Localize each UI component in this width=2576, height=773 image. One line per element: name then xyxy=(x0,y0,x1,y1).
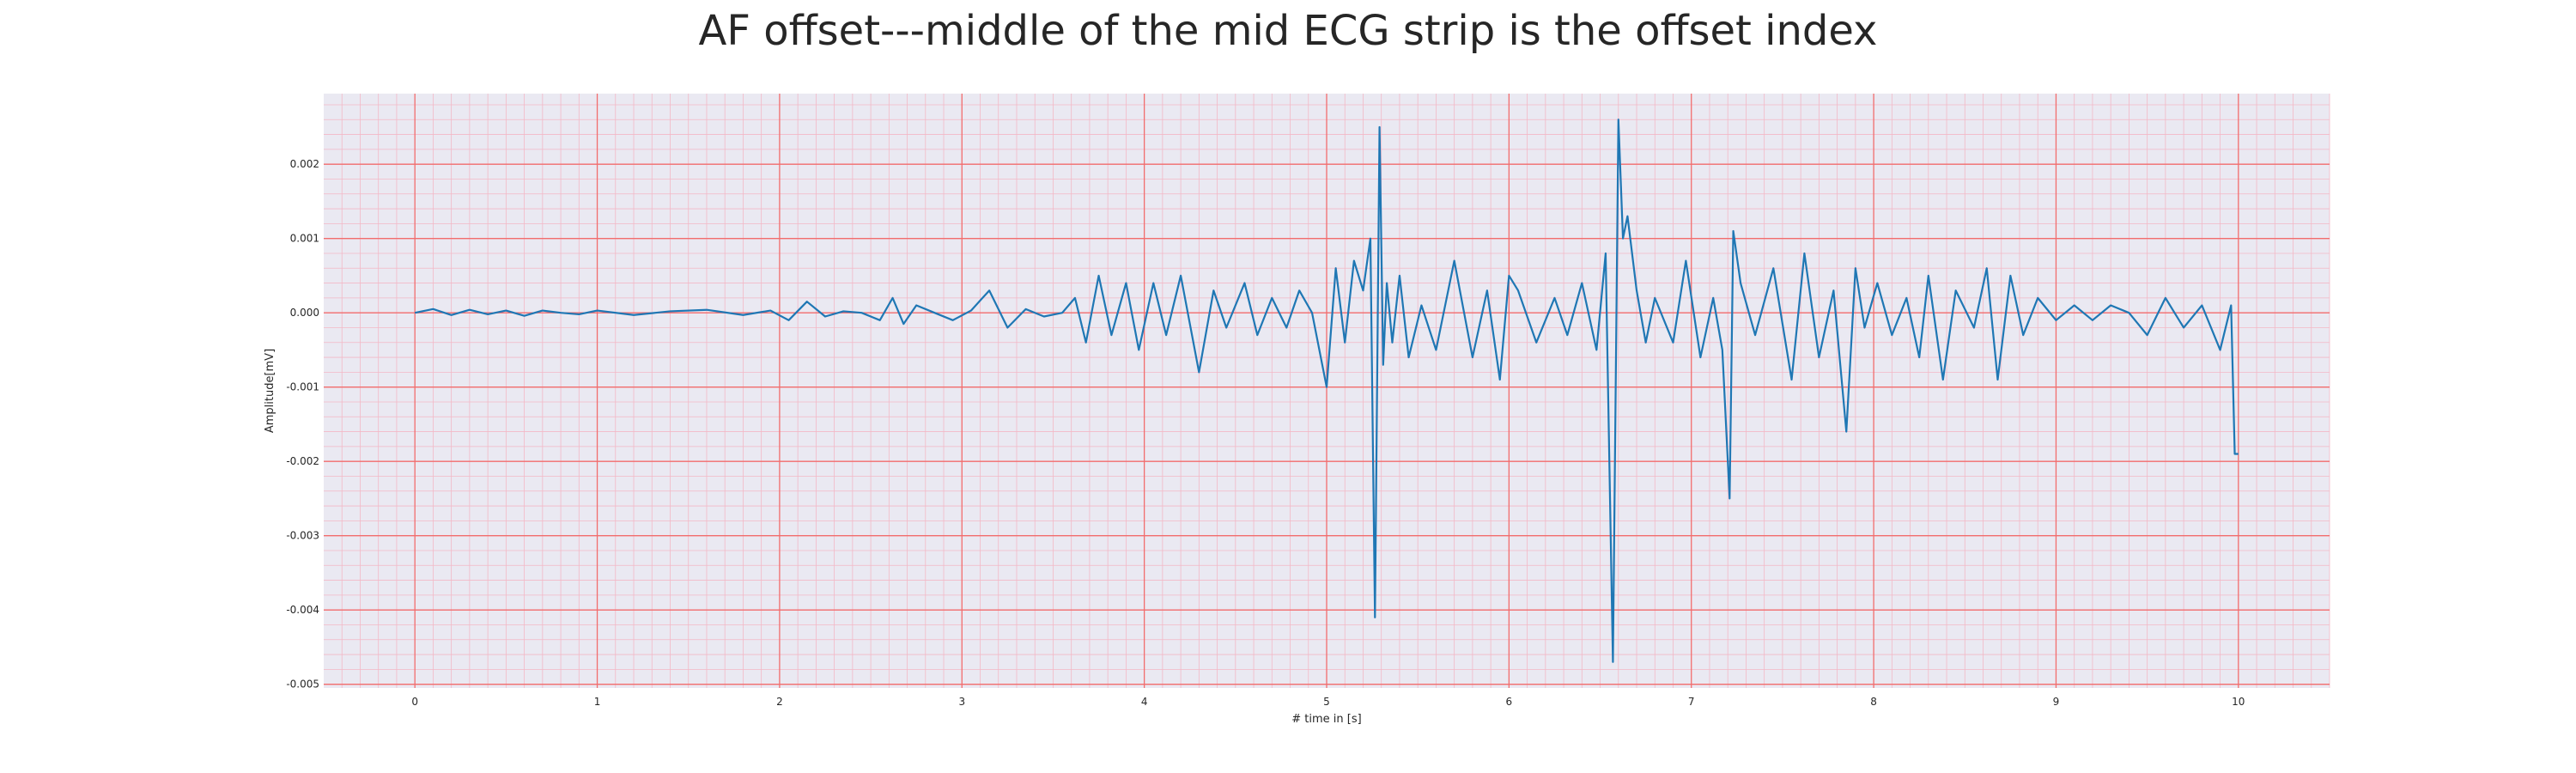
y-tick-label: 0.000 xyxy=(290,307,319,319)
x-tick-label: 1 xyxy=(594,696,601,708)
y-tick-label: -0.003 xyxy=(286,530,319,542)
x-tick-label: 3 xyxy=(958,696,965,708)
x-tick-label: 6 xyxy=(1506,696,1513,708)
y-tick-label: 0.002 xyxy=(290,158,319,170)
x-tick-label: 7 xyxy=(1688,696,1695,708)
y-tick-label: -0.002 xyxy=(286,455,319,467)
y-tick-label: -0.005 xyxy=(286,679,319,691)
x-tick-label: 4 xyxy=(1141,696,1148,708)
y-tick-label: -0.001 xyxy=(286,381,319,393)
x-tick-label: 0 xyxy=(411,696,418,708)
y-tick-labels: 0.002 0.001 0.000 -0.001 -0.002 -0.003 -0.004 -… xyxy=(286,158,319,691)
x-tick-labels: 0 1 2 3 4 5 6 7 8 9 10 xyxy=(411,696,2245,708)
ecg-series-line xyxy=(414,119,2239,663)
x-tick-label: 9 xyxy=(2053,696,2060,708)
chart-title: AF offset---middle of the mid ECG strip … xyxy=(698,7,1878,55)
y-axis-label: Amplitude[mV] xyxy=(264,349,276,433)
y-tick-label: 0.001 xyxy=(290,233,319,245)
x-tick-label: 2 xyxy=(776,696,783,708)
x-axis-label: # time in [s] xyxy=(1291,713,1361,726)
x-tick-label: 8 xyxy=(1870,696,1877,708)
y-tick-label: -0.004 xyxy=(286,604,319,616)
x-tick-label: 10 xyxy=(2232,696,2245,708)
x-tick-label: 5 xyxy=(1323,696,1330,708)
